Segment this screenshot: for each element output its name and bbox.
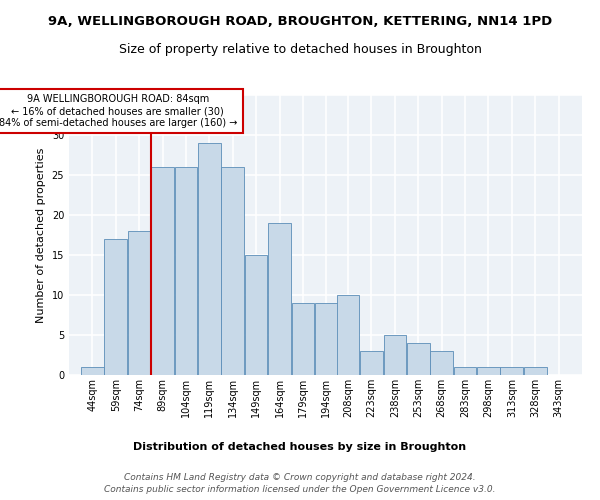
- Bar: [315, 303, 338, 375]
- Bar: [198, 143, 221, 375]
- Bar: [128, 231, 151, 375]
- Bar: [221, 167, 244, 375]
- Bar: [245, 255, 268, 375]
- Bar: [268, 223, 291, 375]
- Bar: [383, 335, 406, 375]
- Text: 9A WELLINGBOROUGH ROAD: 84sqm
← 16% of detached houses are smaller (30)
84% of s: 9A WELLINGBOROUGH ROAD: 84sqm ← 16% of d…: [0, 94, 237, 128]
- Bar: [151, 167, 174, 375]
- Y-axis label: Number of detached properties: Number of detached properties: [36, 148, 46, 322]
- Bar: [500, 367, 523, 375]
- Bar: [292, 303, 314, 375]
- Bar: [477, 367, 500, 375]
- Bar: [104, 239, 127, 375]
- Text: Distribution of detached houses by size in Broughton: Distribution of detached houses by size …: [133, 442, 467, 452]
- Text: Contains HM Land Registry data © Crown copyright and database right 2024.
Contai: Contains HM Land Registry data © Crown c…: [104, 472, 496, 494]
- Bar: [407, 343, 430, 375]
- Bar: [360, 351, 383, 375]
- Bar: [524, 367, 547, 375]
- Text: Size of property relative to detached houses in Broughton: Size of property relative to detached ho…: [119, 42, 481, 56]
- Bar: [175, 167, 197, 375]
- Text: 9A, WELLINGBOROUGH ROAD, BROUGHTON, KETTERING, NN14 1PD: 9A, WELLINGBOROUGH ROAD, BROUGHTON, KETT…: [48, 15, 552, 28]
- Bar: [81, 367, 104, 375]
- Bar: [430, 351, 453, 375]
- Bar: [454, 367, 476, 375]
- Bar: [337, 295, 359, 375]
